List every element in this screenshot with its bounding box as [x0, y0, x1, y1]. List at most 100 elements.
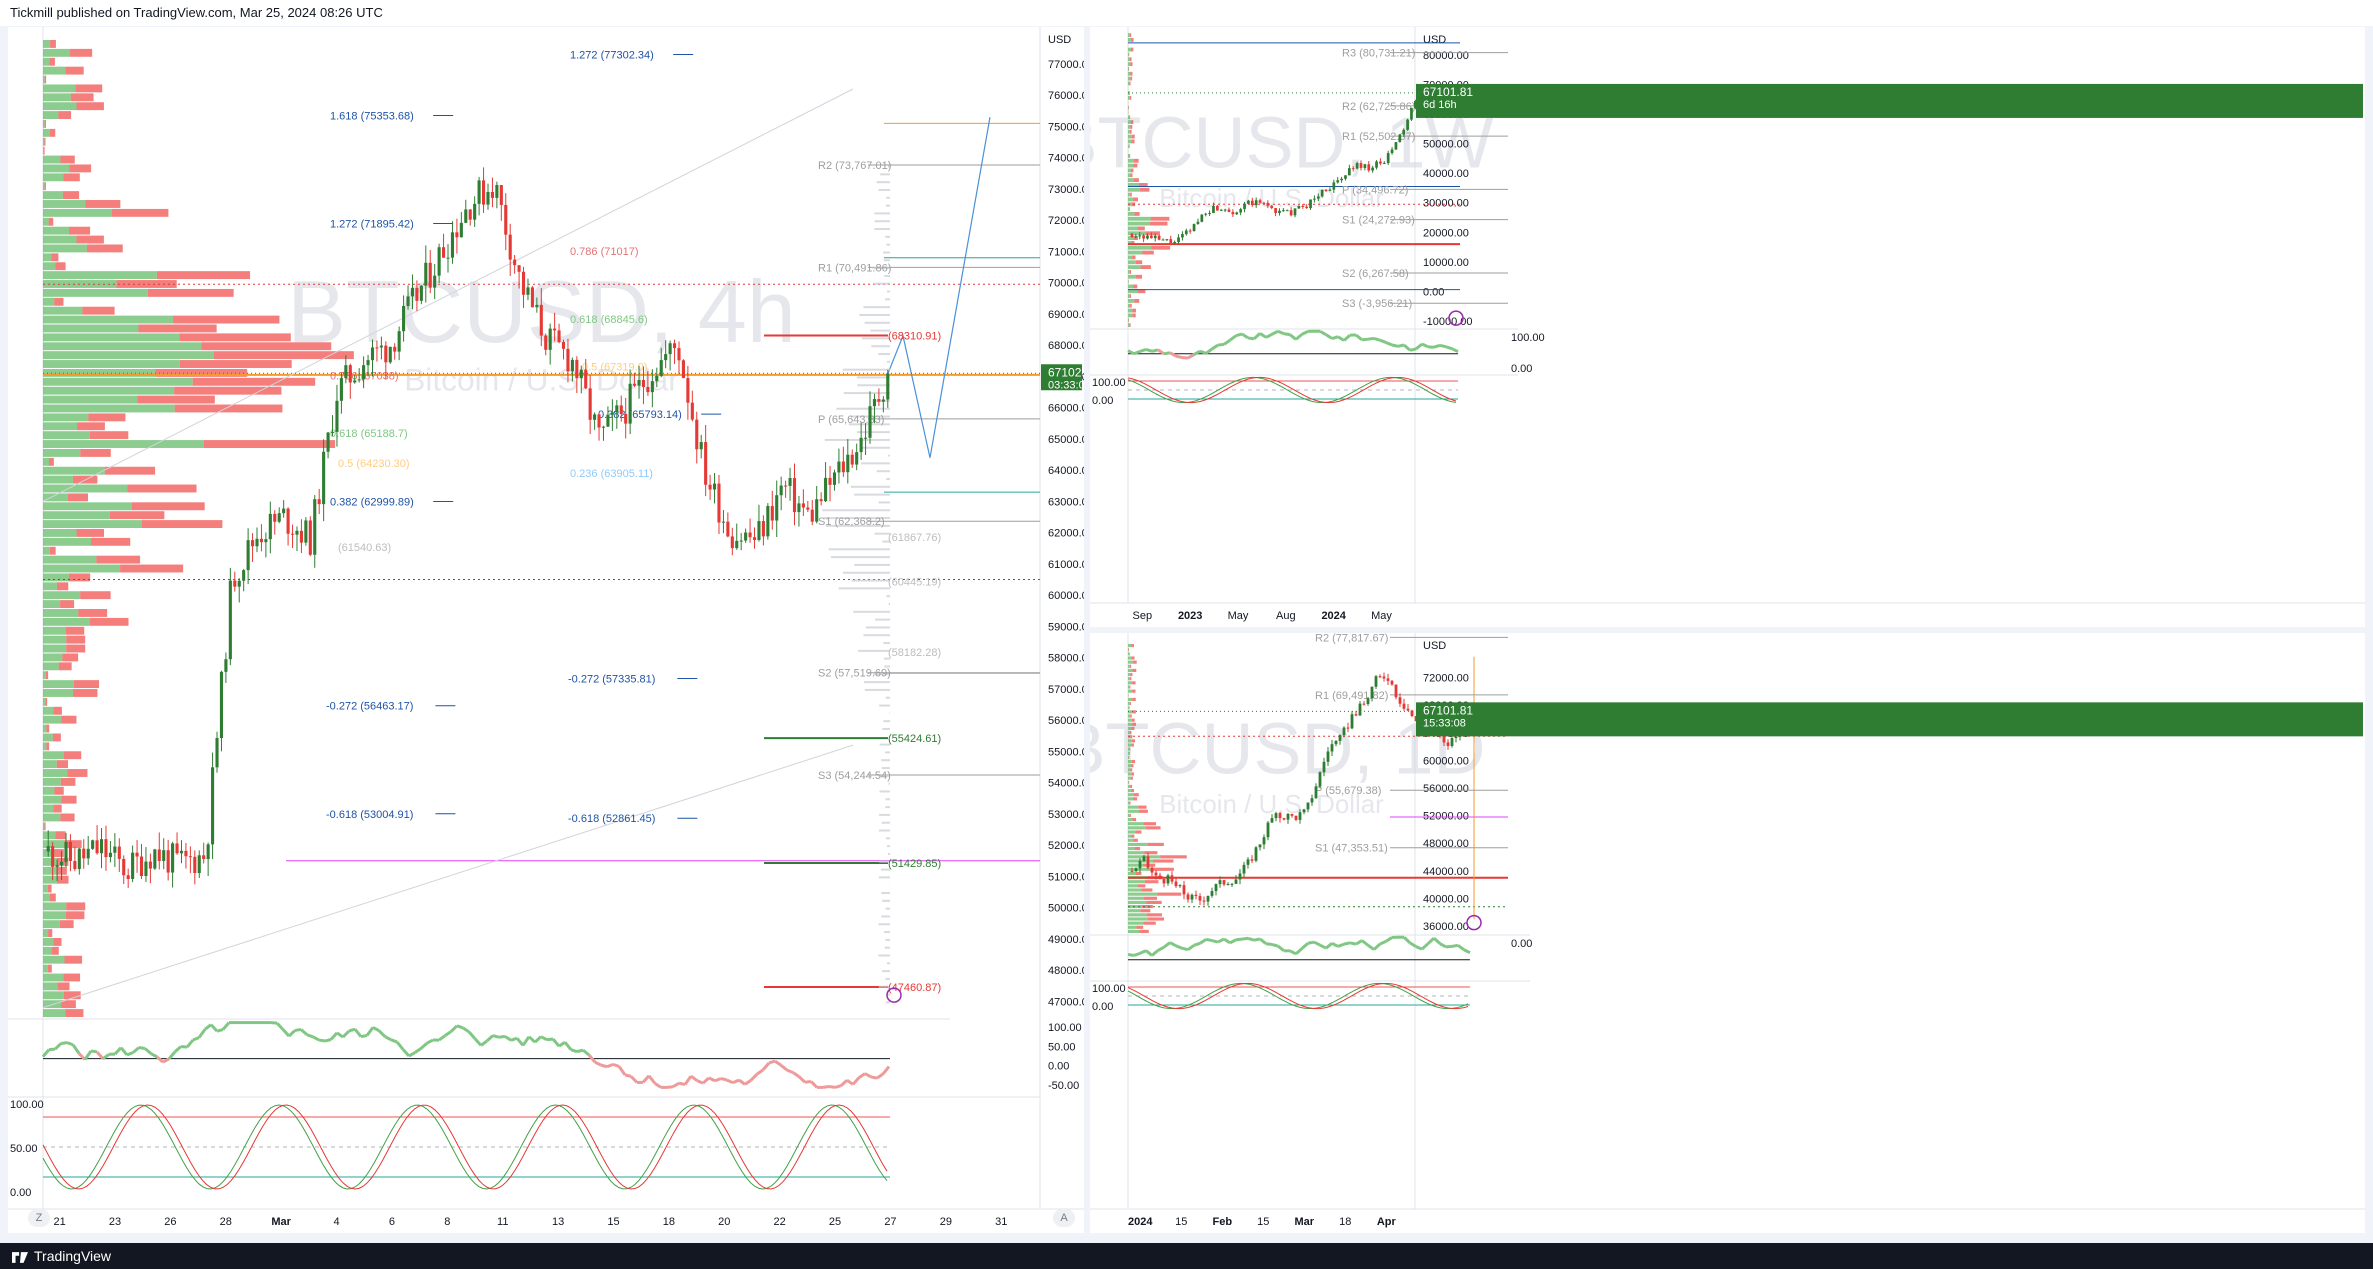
daily-chart[interactable]: BTCUSD, 1D Bitcoin / U.S. Dollar USD 72000.… [1090, 633, 2365, 1233]
price-tick-label: 76000.00 [1048, 90, 1084, 102]
volume-profile-sell-bar [61, 1000, 76, 1009]
rsi-main-line-segment [612, 1062, 620, 1068]
rsi-main-line-segment [71, 1043, 81, 1055]
candle-body [664, 354, 668, 361]
volume-profile-sell-bar [1129, 801, 1131, 805]
volume-profile-sell-bar [1129, 294, 1131, 298]
volume-profile-buy-bar [1128, 129, 1131, 134]
candle-body [1294, 815, 1298, 820]
volume-profile-buy-bar [1128, 826, 1146, 830]
rsi-main-line-segment [780, 1064, 788, 1072]
auto-scale-button[interactable]: A [1053, 1209, 1075, 1227]
candle-body [499, 185, 503, 205]
weekly-pivot-label: S3 (-3,956.21) [1342, 298, 1412, 310]
candle-body [1318, 772, 1322, 787]
volume-profile-sell-bar [1145, 826, 1161, 830]
rsi-daily-line-segment [1163, 941, 1171, 949]
volume-profile-buy-bar [1128, 780, 1129, 784]
zoom-button[interactable]: Z [28, 1209, 50, 1227]
candle-body [797, 503, 801, 513]
volume-profile-buy-bar [43, 635, 67, 644]
channel-upper-line [42, 88, 854, 502]
right-volume-profile-bar [888, 602, 890, 605]
candle-body [659, 360, 663, 376]
rsi-main-line-segment [95, 1050, 105, 1060]
rsi-weekly-line-segment [1252, 332, 1262, 340]
right-volume-profile-bar [886, 962, 890, 965]
candle-body [1371, 167, 1375, 171]
candle-body [153, 849, 157, 869]
candle-body [1226, 884, 1230, 886]
volume-profile-buy-bar [43, 706, 54, 715]
candle-body [1350, 714, 1354, 729]
tradingview-logo-icon [12, 1251, 28, 1263]
volume-profile-buy-bar [1128, 236, 1134, 240]
candle-body [1314, 786, 1318, 799]
candle-body [1149, 235, 1153, 239]
volume-profile-sell-bar [1142, 250, 1154, 255]
right-volume-profile-bar [887, 360, 890, 363]
volume-profile-sell-bar [43, 146, 45, 155]
candle-body [1366, 698, 1370, 704]
candle-body [1358, 703, 1362, 716]
right-volume-profile-bar [885, 696, 890, 699]
volume-profile-sell-bar [1145, 231, 1160, 236]
rsi-main-line-segment [486, 1034, 494, 1043]
volume-profile-sell-bar [63, 173, 80, 182]
volume-profile-buy-bar [43, 431, 90, 440]
rsi-weekly-line-segment [1187, 353, 1195, 360]
volume-profile-sell-bar [1130, 76, 1133, 81]
candle-body [104, 839, 108, 858]
volume-profile-buy-bar [43, 946, 52, 955]
right-volume-profile-bar [885, 806, 890, 809]
candle-body [1239, 209, 1243, 213]
right-volume-profile-bar [886, 478, 890, 481]
fib-retracement-label: 0.786 (71017) [570, 246, 639, 258]
weekly-pivot-label: R2 (62,725.86) [1342, 101, 1415, 113]
main-4h-chart[interactable]: BTCUSD, 4h Bitcoin / U.S. Dollar USD 77000.… [8, 27, 1084, 1233]
volume-profile-buy-bar [1128, 231, 1146, 236]
right-volume-profile-bar [878, 353, 890, 356]
rsi-main-line-segment [480, 1039, 488, 1047]
time-tick-label: 2024 [1321, 610, 1346, 622]
rsi-daily-line-segment [1217, 937, 1225, 944]
volume-profile-buy-bar [1128, 323, 1130, 327]
right-volume-profile-bar [876, 181, 890, 184]
volume-profile-buy-bar [1128, 308, 1133, 313]
volume-profile-sell-bar [1132, 313, 1136, 318]
candle-body [1262, 837, 1266, 845]
volume-profile-sell-bar [1132, 681, 1136, 685]
fib-level-label: -0.272 (57335.81) [568, 673, 655, 685]
rsi-main-line-segment [324, 1038, 332, 1043]
candle-body [290, 533, 295, 535]
rsi-main-line-segment [792, 1071, 800, 1078]
right-volume-profile-bar [864, 681, 890, 684]
volume-profile-sell-bar [1131, 134, 1135, 139]
candle-body [593, 414, 597, 420]
candle-body [1206, 895, 1210, 902]
stoch-main-k-line [42, 1104, 888, 1190]
candle-body [1254, 847, 1258, 861]
rsi-main-line-segment [138, 1046, 146, 1050]
volume-profile-sell-bar [1134, 212, 1140, 216]
rsi-daily-line-segment [1402, 936, 1412, 944]
volume-profile-buy-bar [1128, 714, 1131, 718]
candle-body [366, 360, 370, 366]
rsi-main-line-segment [336, 1031, 344, 1039]
candle-body [1138, 235, 1142, 237]
rsi-main-line-segment [390, 1038, 398, 1044]
volume-profile-buy-bar [1128, 221, 1150, 226]
weekly-chart[interactable]: BTCUSD, 1W Bitcoin / U.S. Dollar USD 80000.… [1090, 27, 2365, 627]
volume-profile-sell-bar [53, 937, 62, 946]
weekly-pivot-label: R1 (52,502.07) [1342, 131, 1415, 143]
right-volume-profile-bar [856, 376, 890, 379]
volume-profile-buy-bar [43, 626, 66, 635]
volume-profile-buy-bar [43, 697, 46, 706]
volume-profile-buy-bar [43, 795, 62, 804]
volume-profile-sell-bar [45, 671, 49, 680]
volume-profile-sell-bar [68, 226, 91, 235]
time-tick-label: 26 [164, 1216, 176, 1228]
